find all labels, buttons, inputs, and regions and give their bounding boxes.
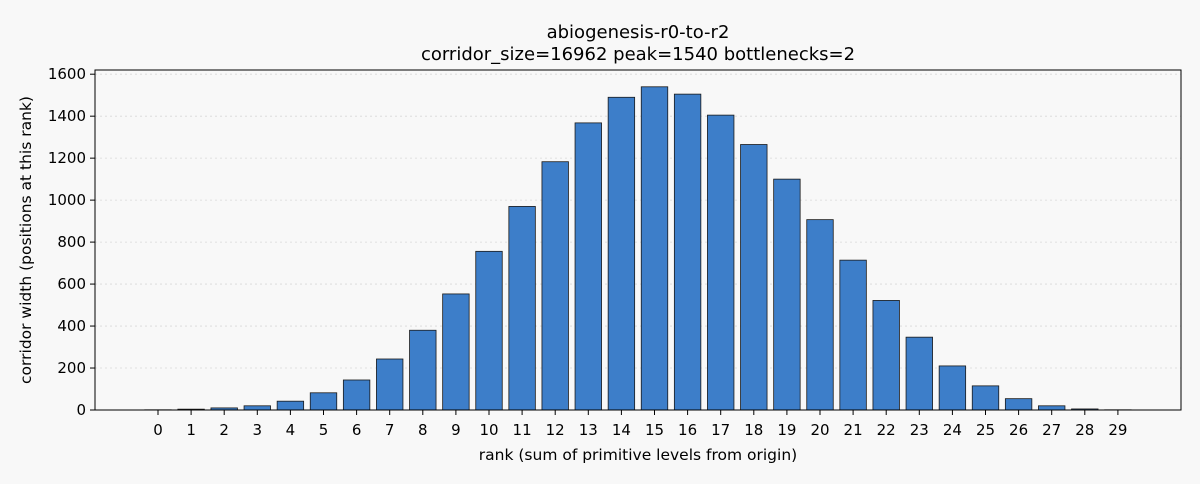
chart-title: abiogenesis-r0-to-r2 bbox=[547, 22, 730, 43]
bar-rank-9 bbox=[443, 294, 470, 410]
x-tick-label: 12 bbox=[546, 421, 565, 439]
x-tick-label: 27 bbox=[1042, 421, 1061, 439]
y-tick-label: 600 bbox=[57, 275, 86, 293]
x-tick-label: 25 bbox=[976, 421, 995, 439]
bar-rank-5 bbox=[310, 393, 337, 410]
x-tick-label: 14 bbox=[612, 421, 631, 439]
x-tick-label: 9 bbox=[451, 421, 461, 439]
x-tick-label: 23 bbox=[910, 421, 929, 439]
y-tick-label: 1400 bbox=[48, 107, 86, 125]
x-axis-label: rank (sum of primitive levels from origi… bbox=[479, 446, 797, 464]
bar-rank-22 bbox=[873, 300, 900, 410]
y-tick-label: 400 bbox=[57, 317, 86, 335]
x-tick-label: 10 bbox=[479, 421, 498, 439]
bar-rank-26 bbox=[1005, 399, 1032, 410]
y-tick-label: 1000 bbox=[48, 191, 86, 209]
x-tick-label: 20 bbox=[810, 421, 829, 439]
x-tick-label: 7 bbox=[385, 421, 395, 439]
y-tick-label: 1600 bbox=[48, 65, 86, 83]
x-tick-label: 15 bbox=[645, 421, 664, 439]
y-axis-ticks: 0 200 400 600 800 1000 1200 1400 1600 bbox=[48, 65, 95, 419]
bar-rank-25 bbox=[972, 386, 999, 410]
y-tick-label: 200 bbox=[57, 359, 86, 377]
bar-rank-17 bbox=[707, 115, 734, 410]
x-tick-label: 24 bbox=[943, 421, 962, 439]
y-tick-label: 1200 bbox=[48, 149, 86, 167]
bar-rank-24 bbox=[939, 366, 966, 410]
x-tick-label: 28 bbox=[1075, 421, 1094, 439]
x-tick-label: 4 bbox=[286, 421, 296, 439]
grid-lines bbox=[95, 74, 1181, 368]
y-tick-label: 800 bbox=[57, 233, 86, 251]
bars bbox=[145, 87, 1131, 410]
y-tick-label: 0 bbox=[76, 401, 86, 419]
bar-rank-14 bbox=[608, 97, 635, 410]
bar-rank-19 bbox=[774, 179, 801, 410]
x-tick-label: 6 bbox=[352, 421, 362, 439]
x-tick-label: 8 bbox=[418, 421, 428, 439]
bar-rank-18 bbox=[741, 145, 768, 410]
chart-subtitle: corridor_size=16962 peak=1540 bottleneck… bbox=[421, 44, 855, 65]
bar-rank-27 bbox=[1038, 406, 1065, 410]
bar-rank-8 bbox=[410, 330, 437, 410]
bar-rank-20 bbox=[807, 220, 834, 410]
bar-rank-3 bbox=[244, 406, 270, 410]
x-tick-label: 13 bbox=[579, 421, 598, 439]
x-tick-label: 11 bbox=[513, 421, 532, 439]
x-tick-label: 22 bbox=[877, 421, 896, 439]
x-tick-label: 5 bbox=[319, 421, 329, 439]
x-tick-label: 1 bbox=[186, 421, 196, 439]
bar-rank-16 bbox=[674, 94, 701, 410]
bar-rank-7 bbox=[376, 359, 403, 410]
x-tick-label: 26 bbox=[1009, 421, 1028, 439]
x-tick-label: 0 bbox=[153, 421, 163, 439]
bar-rank-4 bbox=[277, 401, 304, 410]
x-tick-label: 2 bbox=[219, 421, 229, 439]
bar-rank-12 bbox=[542, 162, 569, 410]
bar-rank-11 bbox=[509, 206, 535, 410]
x-tick-label: 29 bbox=[1108, 421, 1127, 439]
x-tick-label: 17 bbox=[711, 421, 730, 439]
x-tick-label: 18 bbox=[744, 421, 763, 439]
bar-rank-13 bbox=[575, 123, 602, 410]
bar-rank-23 bbox=[906, 337, 933, 410]
bar-rank-10 bbox=[476, 251, 503, 410]
x-tick-label: 3 bbox=[253, 421, 263, 439]
x-tick-label: 16 bbox=[678, 421, 697, 439]
bar-rank-6 bbox=[343, 380, 370, 410]
x-tick-label: 21 bbox=[844, 421, 863, 439]
y-axis-label: corridor width (positions at this rank) bbox=[17, 96, 35, 384]
x-tick-label: 19 bbox=[777, 421, 796, 439]
bar-rank-15 bbox=[641, 87, 668, 410]
plot-frame bbox=[95, 70, 1181, 410]
bar-rank-21 bbox=[840, 260, 867, 410]
